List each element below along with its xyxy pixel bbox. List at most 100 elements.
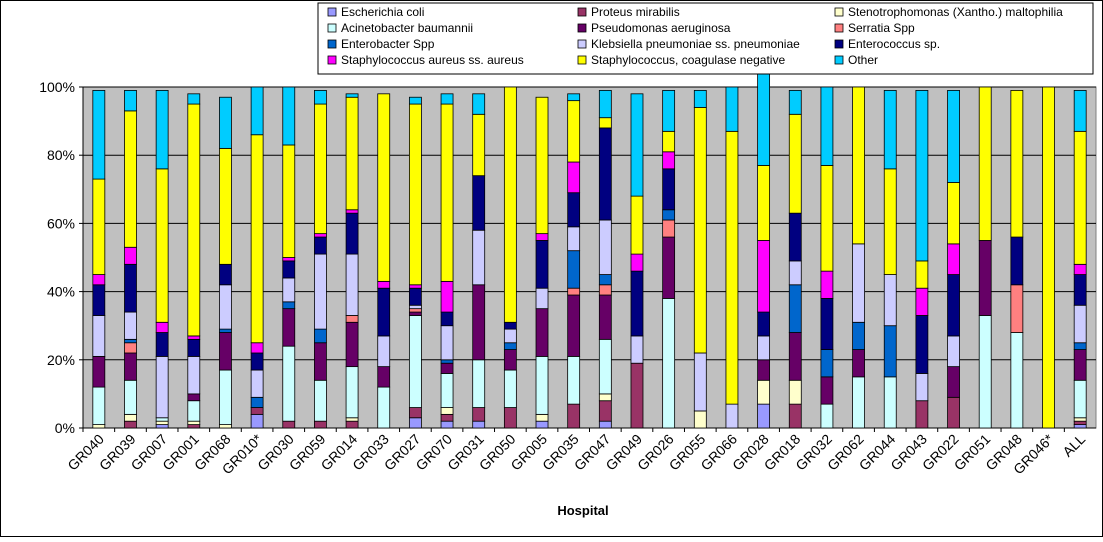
bar-segment	[820, 86, 834, 166]
bar-segment	[503, 407, 517, 429]
bar-segment	[408, 96, 422, 105]
legend-box	[317, 2, 1094, 75]
bar-segment	[314, 253, 327, 330]
bar-segment	[567, 93, 581, 102]
bar-segment	[693, 107, 707, 354]
bar-segment	[662, 298, 676, 429]
bar-segment	[187, 393, 201, 402]
bar-segment	[187, 338, 201, 357]
bar-segment	[92, 284, 106, 316]
y-tick-label: 0%	[55, 420, 75, 436]
legend: Escherichia coli Proteus mirabilis Stenotr…	[317, 2, 1094, 75]
bar-segment	[440, 407, 454, 415]
bar-segment	[503, 349, 517, 371]
bar-segment	[219, 96, 232, 149]
bar-segment	[883, 274, 897, 327]
bar-segment	[630, 195, 644, 255]
bar-segment	[155, 420, 169, 425]
bar-segment	[440, 362, 454, 374]
bar-segment	[693, 90, 707, 108]
bar-segment	[472, 175, 486, 231]
bar-segment	[408, 308, 422, 313]
bar-segment	[788, 260, 802, 286]
y-tick-label: 40%	[47, 284, 75, 300]
bar-segment	[314, 90, 327, 105]
y-tick-label: 80%	[47, 147, 75, 163]
bar-segment	[250, 352, 264, 371]
bar-segment	[92, 90, 106, 180]
bar-segment	[314, 420, 327, 429]
bar-segment	[345, 96, 359, 211]
bar-segment	[503, 369, 517, 408]
bar-segment	[155, 168, 169, 323]
bar-segment	[503, 321, 517, 330]
bar-segment	[219, 284, 232, 330]
bar-segment	[1073, 342, 1087, 350]
bar-segment	[124, 263, 137, 313]
plot-background	[82, 86, 1097, 429]
bar-segment	[408, 284, 422, 289]
bar-segment	[377, 287, 391, 337]
bar-segment	[598, 127, 612, 221]
bar-segment	[1073, 130, 1087, 265]
bar-segment	[757, 69, 771, 166]
bar-segment	[662, 130, 676, 153]
bar-segment	[92, 386, 106, 425]
bar-segment	[1073, 90, 1087, 132]
bar-segment	[1073, 349, 1087, 381]
legend-swatch	[327, 23, 337, 33]
legend-swatch	[327, 7, 337, 17]
bar-segment	[314, 342, 327, 381]
bar-segment	[1010, 332, 1024, 429]
bar-segment	[408, 407, 422, 419]
bar-segment	[503, 328, 517, 344]
bar-segment	[187, 400, 201, 422]
bar-segment	[155, 424, 169, 429]
bar-segment	[535, 240, 549, 289]
bar-segment	[314, 103, 327, 235]
bar-segment	[219, 147, 232, 265]
bar-segment	[1073, 274, 1087, 306]
bar-segment	[408, 103, 422, 286]
bar-segment	[662, 90, 676, 132]
bar-segment	[219, 424, 232, 429]
bar-segment	[92, 274, 106, 286]
bar-segment	[1073, 304, 1087, 344]
bar-segment	[345, 212, 359, 255]
bar-segment	[282, 277, 296, 303]
bar-segment	[440, 311, 454, 327]
bar-segment	[883, 168, 897, 275]
bar-segment	[662, 236, 676, 299]
bar-segment	[915, 90, 929, 262]
legend-label: Acinetobacter baumannii	[341, 21, 473, 35]
bar-segment	[567, 100, 581, 163]
bar-segment	[915, 315, 929, 374]
legend-label: Enterobacter Spp	[341, 37, 435, 51]
bar-segment	[852, 86, 865, 245]
bar-segment	[250, 413, 264, 429]
bar-segment	[915, 260, 929, 289]
bar-segment	[345, 253, 359, 316]
bar-segment	[124, 338, 137, 344]
bar-segment	[757, 359, 771, 381]
legend-label: Escherichia coli	[341, 5, 424, 19]
bar-segment	[314, 236, 327, 255]
bar-segment	[757, 165, 771, 241]
legend-swatch	[577, 7, 587, 17]
bar-segment	[314, 379, 327, 422]
bar-segment	[1073, 420, 1087, 425]
bar-segment	[124, 90, 137, 112]
bar-segment	[915, 373, 929, 402]
bar-segment	[219, 369, 232, 425]
bar-segment	[852, 321, 865, 350]
bar-segment	[124, 311, 137, 340]
bar-segment	[757, 240, 771, 313]
bar-segment	[630, 270, 644, 337]
bar-segment	[820, 270, 834, 299]
bar-segment	[187, 420, 201, 425]
bar-segment	[124, 420, 137, 429]
legend-label: Staphylococcus, coagulase negative	[591, 53, 785, 67]
bar-segment	[1010, 284, 1024, 333]
bar-segment	[187, 103, 201, 337]
bar-segment	[250, 407, 264, 415]
